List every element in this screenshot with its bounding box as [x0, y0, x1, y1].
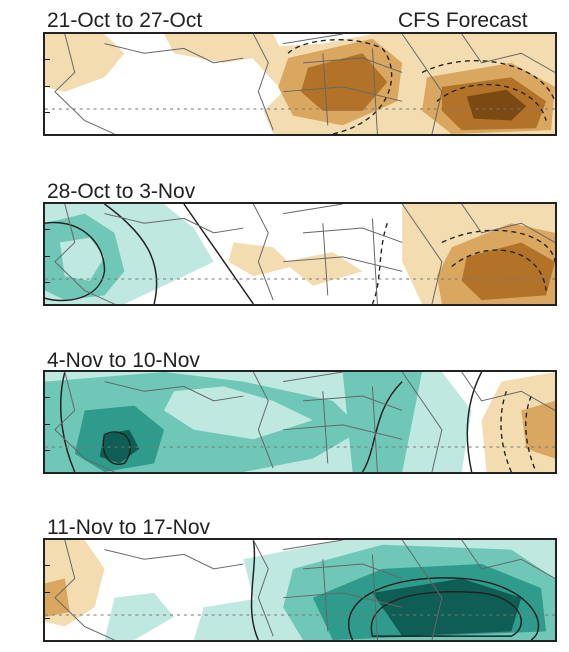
map-panel-3 — [43, 370, 557, 474]
map-panel-4 — [43, 538, 557, 642]
panel-title-3: 4-Nov to 10-Nov — [47, 349, 200, 372]
panel-title-1: 21-Oct to 27-Oct — [47, 9, 203, 32]
panel-title-2: 28-Oct to 3-Nov — [47, 180, 196, 203]
anomaly-map-2 — [45, 204, 555, 304]
panel-title-4: 11-Nov to 17-Nov — [47, 516, 211, 539]
map-panel-1 — [43, 32, 557, 136]
anomaly-map-4 — [45, 540, 555, 640]
anomaly-map-3 — [45, 372, 555, 472]
map-panel-2 — [43, 202, 557, 306]
anomaly-map-1 — [45, 34, 555, 134]
forecast-source-label: CFS Forecast — [398, 9, 528, 32]
